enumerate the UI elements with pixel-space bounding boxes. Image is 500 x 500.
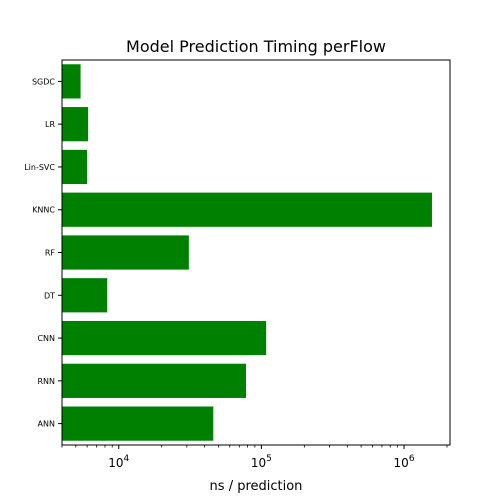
bar-knnc bbox=[62, 192, 432, 227]
bar-dt bbox=[62, 278, 108, 313]
bar-lin-svc bbox=[62, 149, 88, 185]
y-tick-label: ANN bbox=[38, 420, 55, 429]
bar-rf bbox=[62, 235, 189, 270]
y-tick-label: RNN bbox=[37, 377, 55, 386]
bars-group bbox=[62, 64, 432, 441]
y-tick-label: DT bbox=[44, 291, 55, 300]
bar-ann bbox=[62, 406, 214, 441]
axes-frame bbox=[61, 59, 451, 446]
y-tick-label: RF bbox=[45, 249, 56, 258]
bar-cnn bbox=[62, 320, 267, 356]
bar-lr bbox=[62, 107, 89, 142]
y-tick-label: KNNC bbox=[32, 206, 55, 215]
y-tick-label: LR bbox=[45, 120, 55, 129]
bar-sgdc bbox=[62, 64, 81, 99]
y-ticks: SGDC LR Lin-SVC KNNC RF DT CNN RNN ANN bbox=[24, 77, 62, 429]
y-tick-label: CNN bbox=[37, 334, 55, 343]
chart-title: Model Prediction Timing perFlow bbox=[126, 37, 386, 56]
y-tick-label: Lin-SVC bbox=[24, 163, 55, 172]
x-axis-label: ns / prediction bbox=[210, 479, 303, 494]
bar-rnn bbox=[62, 363, 247, 398]
y-tick-label: SGDC bbox=[32, 77, 55, 86]
